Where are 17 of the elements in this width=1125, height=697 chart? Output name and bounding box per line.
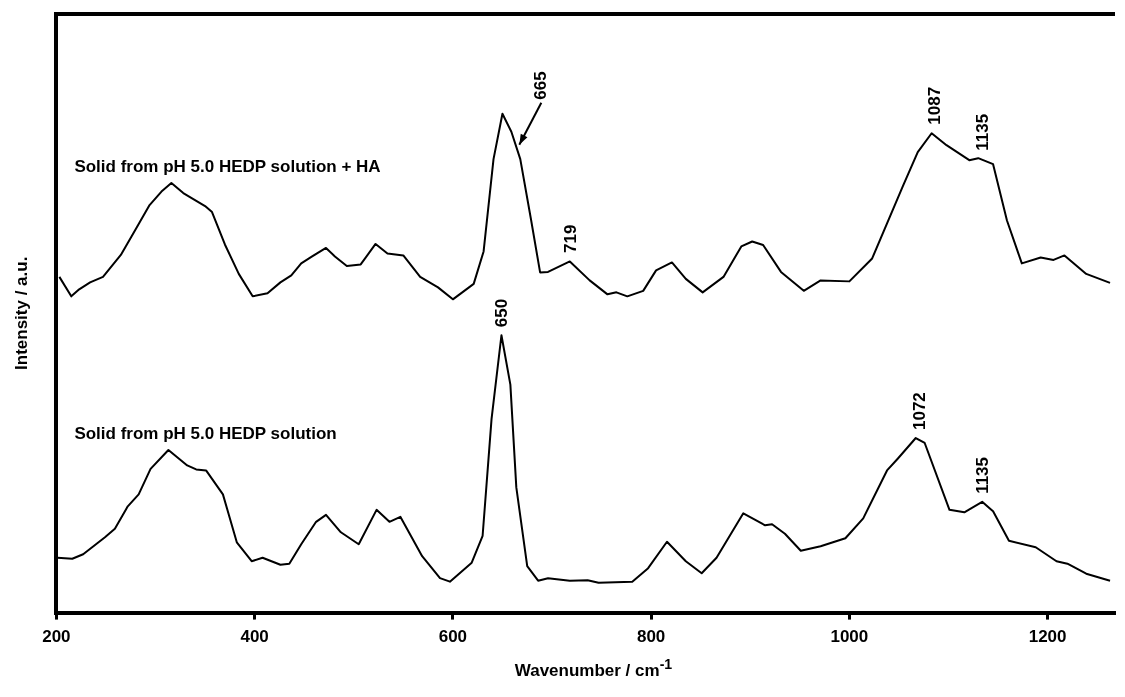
x-tick-label: 400 <box>240 627 269 647</box>
annotation: 1087 <box>925 86 945 125</box>
annotation: 1072 <box>910 392 930 431</box>
annotation: 1135 <box>972 113 992 151</box>
x-tick-label: 1000 <box>830 627 869 647</box>
annotation: 1135 <box>972 456 992 494</box>
annotation: 650 <box>492 298 512 328</box>
text: Solid from pH 5.0 HEDP solution + HA <box>74 156 381 176</box>
y-axis-title: Intensity / a.u. <box>11 256 31 370</box>
annotation: 719 <box>560 224 580 253</box>
annotation: 665 <box>530 71 550 100</box>
x-tick-label: 200 <box>42 627 71 647</box>
x-axis-title: Wavenumber / cm$^{-1}$ <box>513 656 674 681</box>
text: Solid from pH 5.0 HEDP solution <box>74 423 337 443</box>
x-tick-label: 1200 <box>1028 627 1067 647</box>
x-tick-label: 800 <box>636 627 666 647</box>
x-tick-label: 600 <box>438 627 468 647</box>
